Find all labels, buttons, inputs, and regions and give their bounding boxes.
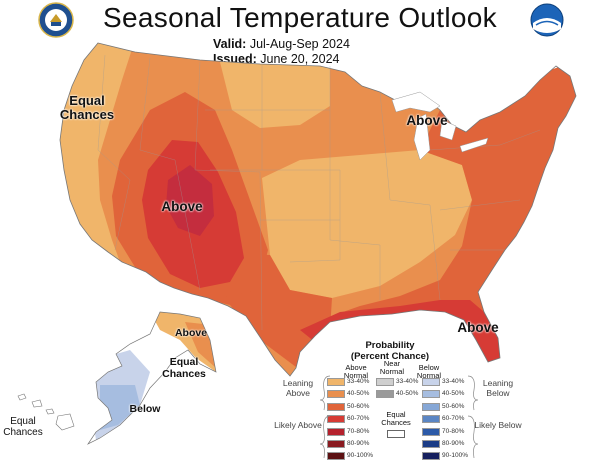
legend-range-above-2: 40-50% — [347, 390, 370, 398]
legend-swatch-above-3 — [327, 402, 345, 411]
page-title: Seasonal Temperature Outlook — [103, 2, 497, 33]
legend-swatch-above-7 — [327, 452, 345, 461]
legend-range-below-2: 40-50% — [442, 390, 465, 398]
legend-range-above-5: 70-80% — [347, 427, 370, 435]
legend-range-below-3: 50-60% — [442, 402, 465, 410]
legend-swatch-below-1 — [422, 378, 440, 386]
legend-swatch-below-2 — [422, 390, 440, 399]
legend-swatch-below-3 — [422, 402, 440, 411]
legend-swatch-above-4 — [327, 415, 345, 424]
legend-range-below-7: 90-100% — [442, 452, 469, 460]
legend-likely-above: Likely Above — [274, 420, 322, 430]
label-below-alaska: Below — [129, 403, 161, 415]
legend-swatch-below-7 — [422, 452, 440, 461]
legend-swatch-near-2 — [376, 390, 394, 399]
commerce-seal-icon — [38, 2, 74, 38]
label-equal-chances-alaska: Equal Chances — [162, 356, 206, 380]
legend-range-below-6: 80-90% — [442, 440, 465, 447]
valid-label: Valid: — [213, 37, 247, 51]
label-equal-chances-hawaii: Equal Chances — [3, 416, 43, 438]
legend-equal-chances-label: Equal Chances — [381, 410, 411, 427]
legend-above-brackets — [319, 375, 331, 459]
legend-swatch-below-4 — [422, 415, 440, 424]
label-equal-chances-west: Equal Chances — [59, 93, 115, 122]
label-above-great-lakes: Above — [406, 113, 448, 128]
legend-swatch-below-5 — [422, 427, 440, 436]
conus-outline — [59, 42, 577, 377]
legend-leaning-above: Leaning Above — [282, 378, 314, 398]
noaa-logo-icon — [530, 3, 564, 37]
lake-huron — [439, 119, 457, 141]
valid-line: Valid: Jul-Aug-Sep 2024 — [213, 37, 350, 51]
label-above-rockies: Above — [161, 199, 203, 214]
hawaii-islands — [17, 393, 75, 431]
lake-superior — [391, 91, 441, 113]
legend-range-near-1: 33-40% — [396, 378, 419, 385]
legend-title-line2: (Percent Chance) — [350, 351, 430, 362]
above-33-40-northern-plains — [220, 62, 330, 128]
legend-title: Probability (Percent Chance) — [330, 340, 450, 362]
lake-erie — [459, 137, 489, 153]
legend-range-above-6: 80-90% — [347, 440, 370, 447]
legend-range-above-7: 90-100% — [347, 452, 374, 460]
legend-range-above-1: 33-40% — [347, 378, 370, 385]
legend-swatch-above-1 — [327, 378, 345, 386]
legend-swatch-near-1 — [376, 378, 394, 386]
legend-range-below-1: 33-40% — [442, 378, 465, 385]
legend-range-above-4: 60-70% — [347, 415, 370, 423]
legend-swatch-below-6 — [422, 440, 440, 448]
legend-range-above-3: 50-60% — [347, 402, 370, 410]
legend-range-below-5: 70-80% — [442, 427, 465, 435]
alaska-outline — [86, 311, 217, 445]
legend-leaning-below: Leaning Below — [482, 378, 514, 398]
legend-range-near-2: 40-50% — [396, 390, 419, 398]
label-above-alaska: Above — [174, 327, 208, 339]
legend-header-above: Above Normal — [343, 363, 369, 380]
above-33-40-west-band — [60, 43, 135, 262]
legend-likely-below: Likely Below — [474, 420, 522, 430]
legend-equal-chances-swatch — [387, 430, 405, 438]
state-boundaries — [97, 54, 541, 331]
legend-swatch-above-5 — [327, 427, 345, 436]
legend-swatch-above-2 — [327, 390, 345, 399]
legend-header-below: Below Normal — [416, 363, 442, 380]
above-70-80-core — [166, 165, 214, 236]
label-above-southeast: Above — [457, 320, 499, 335]
legend-range-below-4: 60-70% — [442, 415, 465, 423]
legend-title-line1: Probability — [365, 340, 415, 351]
issued-line: Issued: June 20, 2024 — [213, 52, 340, 66]
legend-swatch-above-6 — [327, 440, 345, 448]
lake-michigan — [413, 113, 431, 161]
legend-header-near: Near Normal — [379, 359, 405, 376]
legend-below-brackets — [467, 375, 479, 459]
issued-value: June 20, 2024 — [260, 52, 340, 66]
valid-value: Jul-Aug-Sep 2024 — [249, 37, 350, 51]
